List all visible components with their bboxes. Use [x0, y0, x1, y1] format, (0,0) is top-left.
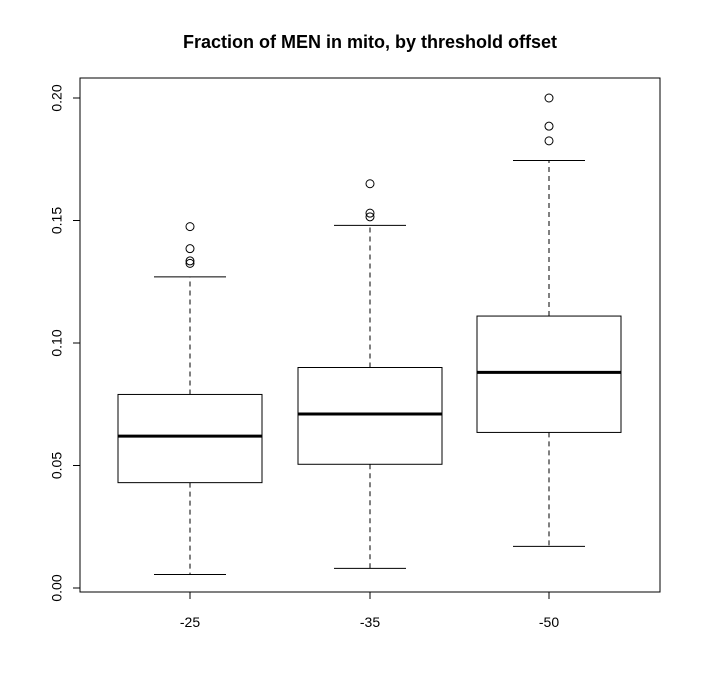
- x-tick-label: -50: [539, 614, 559, 630]
- plot-frame: [79, 77, 661, 593]
- iqr-box: [117, 393, 263, 484]
- outlier-point: [365, 212, 375, 222]
- outlier-point: [544, 136, 554, 146]
- iqr-box: [297, 367, 443, 465]
- outlier-point: [185, 258, 195, 268]
- boxes-group: [117, 93, 622, 576]
- y-tick-label: 0.05: [49, 452, 65, 479]
- x-axis: -25 -35 -50: [180, 592, 559, 630]
- box--35: [297, 179, 443, 569]
- outlier-point: [544, 121, 554, 131]
- y-tick-label: 0.00: [49, 574, 65, 601]
- y-tick-label: 0.20: [49, 84, 65, 111]
- outlier-point: [365, 179, 375, 189]
- y-tick-label: 0.10: [49, 329, 65, 356]
- y-tick-label: 0.15: [49, 207, 65, 234]
- box--25: [117, 222, 263, 576]
- iqr-box: [476, 315, 622, 433]
- outlier-point: [185, 244, 195, 254]
- y-axis: 0.00 0.05 0.10 0.15 0.20: [49, 84, 80, 602]
- box--50: [476, 93, 622, 547]
- outlier-point: [185, 222, 195, 232]
- outlier-point: [544, 93, 554, 103]
- chart-title: Fraction of MEN in mito, by threshold of…: [183, 32, 557, 52]
- outlier-point: [365, 208, 375, 218]
- x-tick-label: -25: [180, 614, 200, 630]
- outlier-point: [185, 256, 195, 266]
- x-tick-label: -35: [360, 614, 380, 630]
